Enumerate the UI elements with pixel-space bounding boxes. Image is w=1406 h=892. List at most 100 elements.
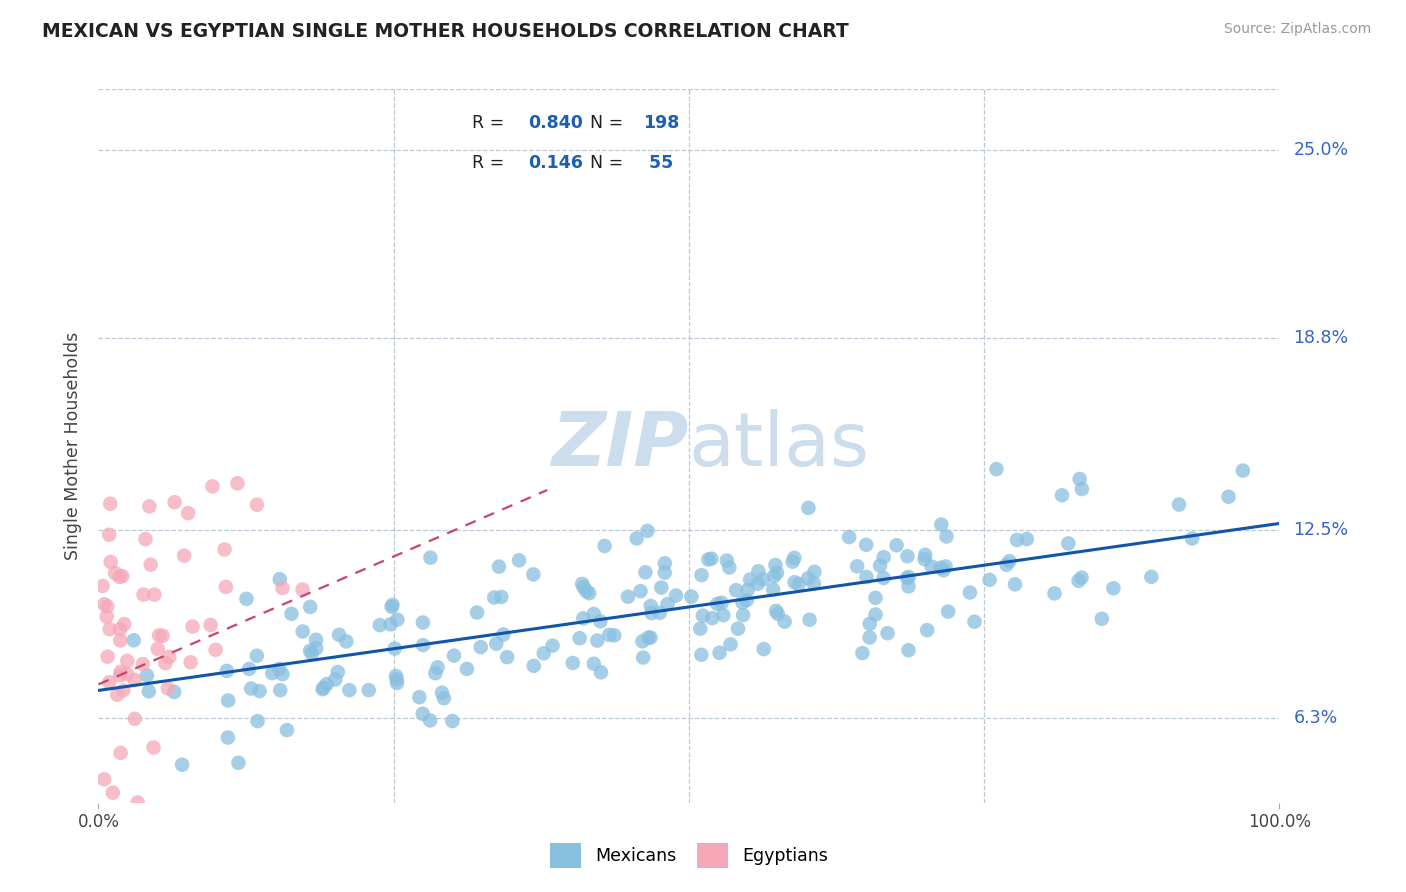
Point: [91, 579, 114, 593]
Point: [797, 500, 820, 515]
Point: [132, 657, 155, 671]
Point: [634, 566, 657, 580]
Point: [522, 567, 544, 582]
Point: [897, 570, 920, 584]
Point: [276, 723, 298, 738]
Point: [1181, 532, 1204, 546]
Point: [112, 617, 135, 632]
Point: [217, 731, 239, 745]
Text: 12.5%: 12.5%: [1294, 521, 1348, 539]
Point: [710, 596, 733, 610]
Point: [582, 657, 605, 671]
Point: [110, 633, 132, 648]
Point: [425, 666, 447, 681]
Point: [995, 558, 1018, 572]
Point: [238, 662, 260, 676]
Point: [93, 597, 115, 611]
Point: [115, 667, 138, 681]
Point: [465, 606, 488, 620]
Text: 6.3%: 6.3%: [1294, 709, 1337, 727]
Point: [412, 638, 434, 652]
Point: [337, 683, 360, 698]
Point: [648, 606, 671, 620]
Point: [1050, 488, 1073, 502]
Text: R =: R =: [471, 114, 509, 132]
Point: [1102, 582, 1125, 596]
Point: [797, 571, 820, 585]
Point: [959, 585, 981, 599]
Point: [697, 552, 720, 566]
Point: [143, 588, 166, 602]
Point: [803, 565, 825, 579]
Point: [385, 669, 408, 683]
Point: [323, 673, 346, 687]
Point: [731, 595, 754, 609]
Point: [765, 558, 787, 572]
Text: 55: 55: [643, 153, 673, 171]
Point: [1057, 536, 1080, 550]
Point: [915, 623, 938, 637]
Point: [155, 656, 177, 670]
Point: [484, 591, 506, 605]
Point: [986, 462, 1008, 476]
Point: [582, 607, 605, 621]
Point: [269, 683, 291, 698]
Point: [1067, 574, 1090, 588]
Point: [152, 629, 174, 643]
Point: [98, 527, 121, 541]
Point: [690, 568, 713, 582]
Point: [380, 617, 402, 632]
Point: [752, 572, 775, 586]
Point: [783, 575, 806, 590]
Point: [523, 658, 546, 673]
Point: [689, 622, 711, 636]
Point: [589, 665, 612, 680]
Point: [235, 591, 257, 606]
Point: [157, 649, 180, 664]
Point: [1069, 472, 1091, 486]
Point: [246, 714, 269, 728]
Point: [571, 577, 593, 591]
Point: [654, 557, 676, 571]
Point: [1070, 571, 1092, 585]
Point: [384, 641, 406, 656]
Point: [181, 619, 204, 633]
Point: [271, 581, 294, 595]
Point: [782, 555, 804, 569]
Point: [111, 569, 134, 583]
Point: [897, 643, 920, 657]
Point: [291, 624, 314, 639]
Point: [127, 796, 149, 810]
Point: [173, 549, 195, 563]
Point: [752, 642, 775, 657]
Point: [408, 690, 430, 705]
Point: [138, 684, 160, 698]
Point: [443, 648, 465, 663]
Point: [1218, 490, 1240, 504]
Point: [631, 634, 654, 648]
Point: [773, 615, 796, 629]
Point: [328, 628, 350, 642]
Point: [138, 500, 160, 514]
Point: [766, 566, 789, 580]
Point: [1232, 464, 1254, 478]
Point: [412, 615, 434, 630]
Point: [172, 757, 194, 772]
Point: [101, 786, 124, 800]
Point: [430, 686, 453, 700]
Point: [485, 637, 508, 651]
Point: [1005, 533, 1028, 547]
Point: [572, 611, 595, 625]
Text: 0.146: 0.146: [529, 153, 583, 171]
Point: [315, 677, 337, 691]
Point: [858, 631, 880, 645]
Point: [865, 607, 887, 622]
Point: [412, 706, 434, 721]
Point: [488, 559, 510, 574]
Point: [357, 683, 380, 698]
Point: [589, 615, 612, 629]
Point: [737, 582, 759, 597]
Point: [700, 551, 723, 566]
Point: [136, 668, 159, 682]
Point: [441, 714, 464, 728]
